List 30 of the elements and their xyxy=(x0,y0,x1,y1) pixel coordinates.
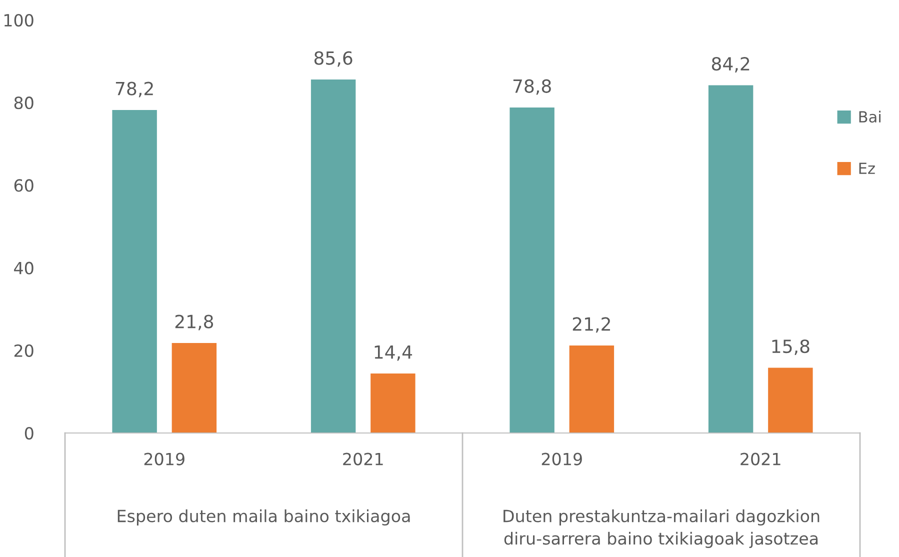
y-tick-label: 40 xyxy=(14,262,34,274)
text: Espero duten maila baino txikiagoa xyxy=(118,509,410,526)
y-tick-label: 100 xyxy=(4,14,34,27)
bar xyxy=(310,79,356,433)
x-tick-label: 2019 xyxy=(144,452,184,466)
y-tick-label: 60 xyxy=(14,179,34,192)
y-tick-label: 0 xyxy=(24,426,34,440)
data-label: 78,8 xyxy=(513,79,551,95)
bar xyxy=(172,342,217,433)
data-label: 85,6 xyxy=(314,51,352,67)
bar xyxy=(510,108,554,433)
legend-label: Bai xyxy=(859,110,880,123)
bar xyxy=(569,345,614,433)
x-tick-label: 2021 xyxy=(343,452,383,466)
bar xyxy=(112,110,157,433)
bar xyxy=(768,368,813,433)
bar xyxy=(370,374,416,433)
bar xyxy=(708,85,754,433)
data-label: 21,2 xyxy=(572,317,610,333)
legend-label: Ez xyxy=(859,162,875,174)
data-label: 21,8 xyxy=(175,314,214,330)
y-tick-label: 20 xyxy=(14,344,34,357)
data-label: 14,4 xyxy=(374,346,412,361)
y-tick-label: 80 xyxy=(14,96,34,110)
data-label: 15,8 xyxy=(772,339,810,355)
data-label: 78,2 xyxy=(116,82,153,98)
text: Duten prestakuntza-mailari dagozkion diru-sarrera baino txikiagoak jasotzea xyxy=(504,509,820,548)
data-label: 84,2 xyxy=(712,56,750,72)
x-tick-label: 2021 xyxy=(740,452,780,466)
x-tick-label: 2019 xyxy=(542,452,582,466)
